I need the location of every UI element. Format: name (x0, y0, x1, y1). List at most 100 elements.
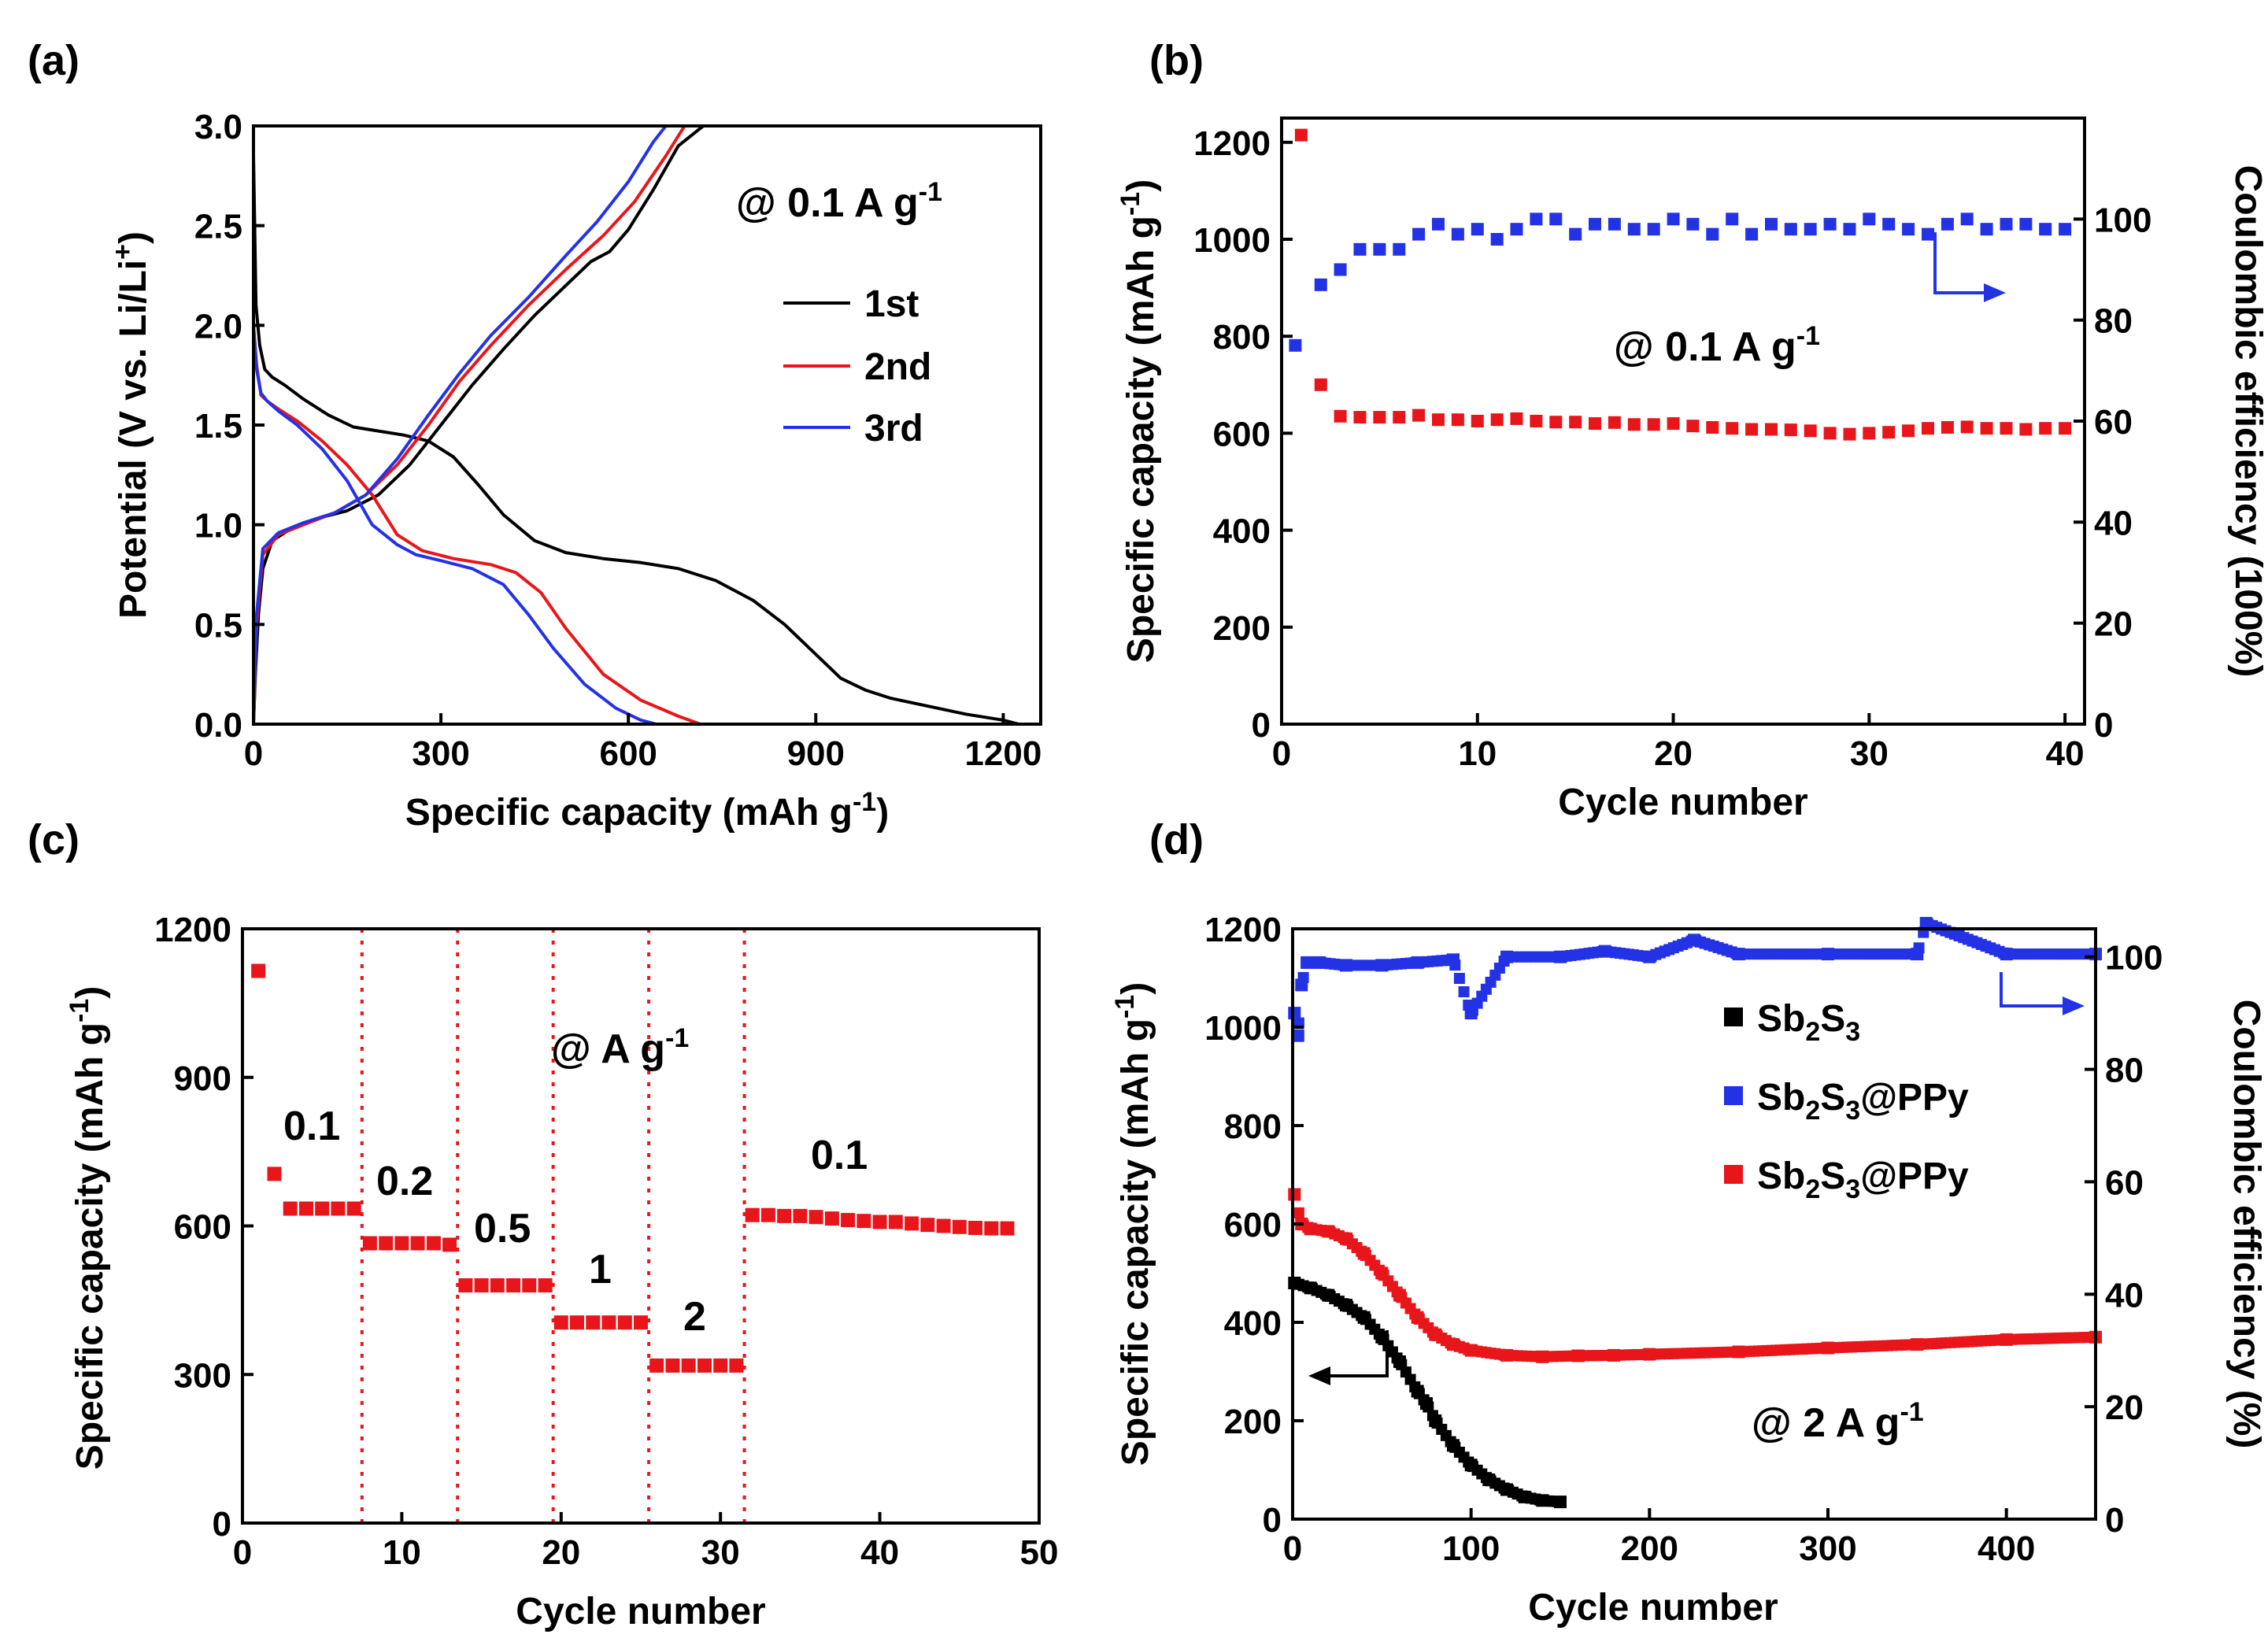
capacity-point (283, 1201, 298, 1216)
panel-c-separators (360, 929, 746, 1523)
efficiency-point (1732, 948, 1745, 961)
capacity-point (1686, 420, 1700, 433)
capacity-point (872, 1215, 887, 1229)
capacity-point (760, 1207, 775, 1222)
capacity-point (857, 1214, 871, 1229)
legend-sb2s3-label: Sb2S3 (1757, 998, 1860, 1047)
efficiency-point (1411, 956, 1424, 969)
y-tick-label: 0 (1263, 1501, 1282, 1540)
capacity-point (1549, 416, 1563, 429)
y-tick-label: 2.0 (194, 307, 242, 346)
capacity-point (697, 1358, 712, 1373)
y-tick-label: 300 (174, 1356, 231, 1395)
y-tick-label: 1200 (1204, 911, 1282, 949)
x-tick-label: 100 (1442, 1529, 1500, 1568)
panel-a-series (252, 124, 1019, 726)
efficiency-point (1686, 217, 1700, 231)
capacity-point (1571, 1349, 1585, 1362)
efficiency-point (1412, 227, 1426, 241)
rate-label-2: 2 (683, 1294, 706, 1340)
capacity-point (1822, 1341, 1834, 1355)
series-line-2nd-charge (252, 124, 686, 725)
capacity-point (474, 1278, 489, 1292)
capacity-point (1765, 423, 1778, 436)
y-tick-label: 400 (1224, 1304, 1282, 1343)
panel-a-label: (a) (28, 37, 80, 84)
x-tick-label: 0 (244, 734, 263, 773)
panel-d-ticks: 0 100 200 300 400 0 200 400 600 800 1000 1200 0 20 40 6… (1204, 911, 2163, 1568)
right-axis-indicator-line (1933, 232, 1988, 294)
x-tick-label: 10 (1458, 734, 1497, 773)
efficiency-point (1804, 223, 1817, 236)
capacity-point (1500, 1483, 1513, 1496)
efficiency-point (1288, 1007, 1301, 1020)
y2-tick-label: 0 (2094, 706, 2113, 745)
y-tick-label: 800 (1213, 318, 1271, 357)
capacity-point (1510, 412, 1523, 425)
x-tick-label: 30 (701, 1533, 740, 1572)
x-tick-label: 1200 (964, 734, 1042, 773)
capacity-point (1314, 378, 1327, 391)
capacity-point (1464, 1459, 1478, 1472)
capacity-point (362, 1236, 377, 1251)
right-arrow-icon (1984, 283, 2006, 302)
capacity-point (570, 1315, 584, 1330)
capacity-point (1643, 1348, 1656, 1361)
panel-a-xlabel: Specific capacity (mAh g-1) (405, 787, 889, 834)
x-tick-label: 300 (412, 734, 469, 773)
y-tick-label: 600 (174, 1208, 231, 1247)
capacity-point (1429, 1328, 1442, 1341)
y-tick-label: 400 (1213, 512, 1271, 551)
capacity-point (905, 1216, 919, 1231)
x-tick-label: 20 (542, 1533, 580, 1572)
x-tick-label: 600 (599, 734, 657, 773)
capacity-point (1375, 1330, 1389, 1344)
legend-sb2s3-marker (1724, 1008, 1743, 1026)
panel-b-xlabel: Cycle number (1558, 782, 1807, 823)
rate-label-0.1-initial: 0.1 (283, 1104, 340, 1149)
x-tick-label: 0 (1272, 734, 1291, 773)
panel-b-series (1289, 128, 2072, 441)
legend-2nd-label: 2nd (864, 346, 931, 388)
efficiency-point (1300, 956, 1314, 969)
capacity-point (777, 1208, 792, 1223)
x-tick-label: 400 (1978, 1529, 2035, 1568)
panel-d: (d) 0 100 200 300 400 0 200 400 600 800 1000 1200 0 2… (1110, 816, 2267, 1629)
panel-c-annotation: @ A g-1 (551, 1023, 689, 1072)
capacity-point (1554, 1496, 1567, 1509)
efficiency-point (1667, 213, 1680, 226)
capacity-point (1608, 1348, 1620, 1362)
efficiency-point (1375, 959, 1389, 972)
capacity-point (1420, 1397, 1433, 1411)
panel-d-left-axis-arrow (1308, 1330, 1389, 1385)
capacity-point (729, 1358, 744, 1373)
efficiency-point (1843, 223, 1856, 236)
capacity-point (1451, 413, 1464, 427)
capacity-point (1447, 1338, 1460, 1351)
x-tick-label: 20 (1654, 734, 1693, 773)
panel-d-label: (d) (1149, 816, 1204, 863)
efficiency-point (1393, 242, 1406, 256)
series-line-1st-charge (252, 124, 705, 725)
capacity-point (793, 1208, 808, 1223)
efficiency-point (1627, 223, 1641, 236)
y2-tick-label: 100 (2105, 939, 2163, 978)
efficiency-point (1643, 950, 1656, 963)
capacity-point (601, 1315, 616, 1330)
capacity-point (315, 1201, 330, 1216)
capacity-point (745, 1207, 760, 1222)
panel-b-ylabel: Specific capacity (mAh g-1) (1116, 179, 1162, 663)
efficiency-point (1589, 217, 1601, 231)
series-line-1st-discharge (252, 155, 1019, 726)
efficiency-point (2019, 217, 2033, 231)
legend-3rd-label: 3rd (864, 408, 923, 449)
y-tick-label: 200 (1213, 609, 1271, 648)
capacity-point (713, 1358, 728, 1373)
capacity-point (1536, 1494, 1549, 1507)
efficiency-point (1911, 948, 1924, 961)
capacity-point (1393, 1289, 1406, 1302)
x-tick-label: 900 (787, 734, 845, 773)
efficiency-point (1500, 950, 1513, 963)
capacity-point (426, 1236, 441, 1251)
capacity-point (1530, 415, 1543, 427)
